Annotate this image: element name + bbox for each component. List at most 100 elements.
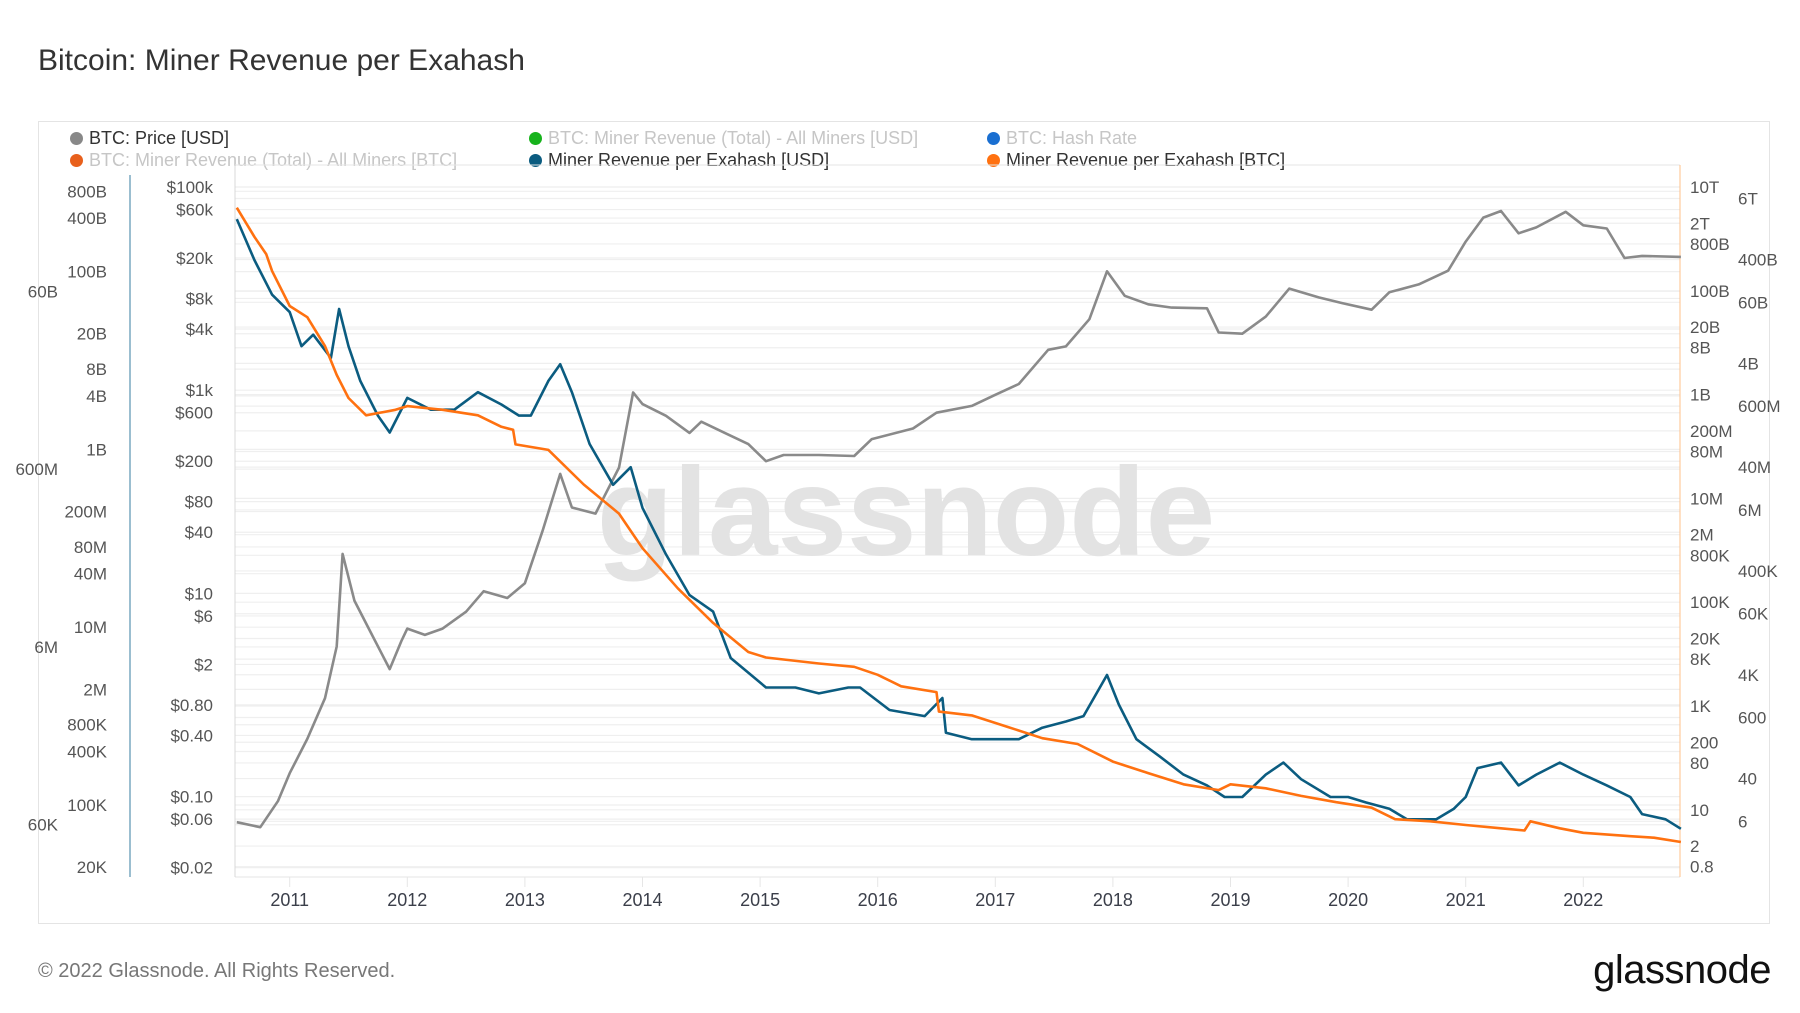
price-axis-tick-label: $0.80 (170, 696, 213, 715)
right-axis-tick-label: 20K (1690, 629, 1721, 648)
left-axis-tick-label: 600M (15, 460, 58, 479)
right-axis-tick-label: 400K (1738, 562, 1778, 581)
left-axis-tick-label: 100B (67, 263, 107, 282)
legend-item-miner-revenue-usd[interactable]: BTC: Miner Revenue (Total) - All Miners … (529, 128, 918, 148)
right-axis-tick-label: 1K (1690, 697, 1711, 716)
left-axis-tick-label: 6M (34, 638, 58, 657)
left-axis-tick-label: 20K (77, 858, 108, 877)
watermark: glassnode (597, 443, 1215, 582)
right-axis-tick-label: 800K (1690, 546, 1730, 565)
price-axis-tick-label: $40 (185, 523, 213, 542)
legend-dot-icon (987, 131, 1000, 145)
left-axis-tick-label: 4B (86, 387, 107, 406)
right-axis-tick-label: 60B (1738, 293, 1768, 312)
price-axis-tick-label: $100k (167, 178, 214, 197)
right-axis-tick-label: 8K (1690, 650, 1711, 669)
x-tick-label: 2011 (270, 890, 309, 910)
price-axis-tick-label: $600 (175, 404, 213, 423)
legend-label: BTC: Hash Rate (1006, 128, 1138, 148)
right-axis-tick-label: 0.8 (1690, 858, 1714, 877)
right-axis-tick-label: 600M (1738, 397, 1781, 416)
legend-dot-icon (529, 153, 542, 167)
right-axis-tick-label: 2M (1690, 526, 1714, 545)
price-axis-tick-label: $200 (175, 452, 213, 471)
right-axis-tick-label: 400B (1738, 251, 1778, 270)
left-axis-tick-label: 800K (67, 716, 107, 735)
right-axis-tick-label: 6T (1738, 190, 1758, 209)
x-tick-label: 2016 (858, 890, 898, 910)
price-axis-tick-label: $10 (185, 584, 213, 603)
x-tick-label: 2017 (975, 890, 1015, 910)
left-axis-tick-label: 400K (67, 742, 107, 761)
right-axis-tick-label: 2T (1690, 214, 1710, 233)
series-line-price (236, 209, 1681, 829)
x-tick-label: 2012 (387, 890, 427, 910)
left-axis-tick-label: 80M (74, 538, 107, 557)
right-axis-tick-label: 8B (1690, 339, 1711, 358)
left-axis-tick-label: 8B (86, 360, 107, 379)
right-axis-tick-label: 200 (1690, 733, 1718, 752)
legend-label: BTC: Miner Revenue (Total) - All Miners … (548, 128, 919, 148)
x-tick-label: 2019 (1210, 890, 1250, 910)
left-axis-tick-label: 40M (74, 565, 107, 584)
x-tick-label: 2022 (1563, 890, 1603, 910)
x-tick-label: 2021 (1446, 890, 1486, 910)
left-axis-tick-label: 200M (64, 503, 107, 522)
legend-item-price[interactable]: BTC: Price [USD] (70, 128, 229, 148)
series-line-revenue-per-eh-usd (235, 218, 1682, 830)
axes: 800B 400B 100B 60B 20B 8B 4B 1B 600M 200M 80M 40M 10… (15, 164, 1781, 910)
right-axis-tick-label: 6 (1738, 812, 1747, 831)
page-title: Bitcoin: Miner Revenue per Exahash (38, 44, 525, 77)
right-axis-tick-label: 100B (1690, 282, 1730, 301)
right-axis-tick-label: 40M (1738, 458, 1771, 477)
right-axis-tick-label: 1B (1690, 386, 1711, 405)
legend-dot-icon (529, 131, 542, 145)
price-axis-tick-label: $2 (194, 655, 213, 674)
right-axis-tick-label: 60K (1738, 605, 1769, 624)
legend-label: BTC: Price [USD] (89, 128, 230, 148)
left-axis-tick-label: 100K (67, 796, 107, 815)
left-axis-tick-label: 800B (67, 182, 107, 201)
right-axis-tick-label: 4K (1738, 666, 1759, 685)
glassnode-logo[interactable]: glassnode (1593, 948, 1771, 992)
x-tick-label: 2013 (505, 890, 545, 910)
legend-dot-icon (70, 131, 83, 145)
legend-item-hash-rate[interactable]: BTC: Hash Rate (987, 128, 1137, 148)
left-axis-tick-label: 60K (28, 816, 59, 835)
right-axis-tick-label: 10 (1690, 801, 1709, 820)
price-axis-tick-label: $60k (176, 201, 213, 220)
left-axis-tick-label: 20B (77, 325, 107, 344)
price-axis-tick-label: $20k (176, 249, 213, 268)
legend-dot-icon (987, 153, 1000, 167)
right-axis-tick-label: 20B (1690, 318, 1720, 337)
right-axis-tick-label: 10T (1690, 178, 1719, 197)
right-axis-tick-label: 100K (1690, 593, 1730, 612)
price-axis-tick-label: $80 (185, 493, 213, 512)
right-axis-tick-label: 40 (1738, 770, 1757, 789)
right-axis-tick-label: 80M (1690, 443, 1723, 462)
left-axis-tick-label: 60B (28, 282, 58, 301)
left-axis-tick-label: 1B (86, 440, 107, 459)
price-axis-tick-label: $1k (186, 381, 214, 400)
right-axis-tick-label: 200M (1690, 422, 1733, 441)
x-tick-label: 2015 (740, 890, 780, 910)
right-axis-tick-label: 80 (1690, 754, 1709, 773)
x-tick-label: 2018 (1093, 890, 1133, 910)
x-tick-label: 2020 (1328, 890, 1368, 910)
price-axis-tick-label: $6 (194, 607, 213, 626)
right-axis-tick-label: 10M (1690, 489, 1723, 508)
right-axis-tick-label: 800B (1690, 235, 1730, 254)
legend-dot-icon (70, 153, 83, 167)
price-axis-tick-label: $0.02 (170, 859, 213, 878)
price-axis-tick-label: $0.10 (170, 788, 213, 807)
right-axis-tick-label: 6M (1738, 501, 1762, 520)
price-axis-tick-label: $8k (186, 289, 214, 308)
copyright: © 2022 Glassnode. All Rights Reserved. (38, 960, 396, 982)
left-axis-tick-label: 400B (67, 209, 107, 228)
price-axis-tick-label: $4k (186, 320, 214, 339)
left-axis-tick-label: 2M (83, 680, 107, 699)
right-axis-tick-label: 2 (1690, 837, 1699, 856)
series-lines (235, 207, 1682, 844)
x-tick-label: 2014 (622, 890, 662, 910)
